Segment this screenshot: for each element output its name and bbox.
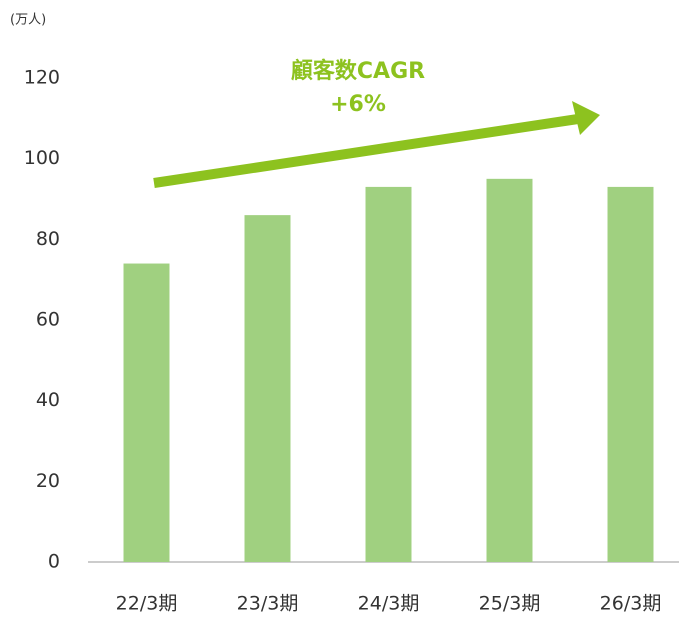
y-tick-label: 20 — [36, 470, 60, 492]
y-tick-label: 100 — [24, 147, 60, 169]
annotation: 顧客数CAGR — [291, 58, 425, 84]
y-tick-label: 40 — [36, 389, 60, 411]
bar — [123, 263, 170, 562]
y-tick-label: 0 — [48, 551, 60, 573]
arrow-head — [572, 101, 600, 135]
bar — [486, 178, 533, 563]
trend-arrow — [153, 114, 579, 188]
x-tick-label: 26/3期 — [600, 593, 662, 615]
bar — [244, 215, 291, 562]
x-tick-label: 24/3期 — [358, 593, 420, 615]
x-tick-label: 25/3期 — [479, 593, 541, 615]
x-tick-label: 22/3期 — [116, 593, 178, 615]
bar — [607, 186, 654, 562]
unit-label: (万人) — [10, 13, 46, 28]
bar — [365, 186, 412, 562]
annotation: +6% — [330, 92, 386, 117]
x-tick-label: 23/3期 — [237, 593, 299, 615]
y-tick-label: 60 — [36, 309, 60, 331]
y-tick-label: 120 — [24, 67, 60, 89]
y-tick-label: 80 — [36, 228, 60, 250]
